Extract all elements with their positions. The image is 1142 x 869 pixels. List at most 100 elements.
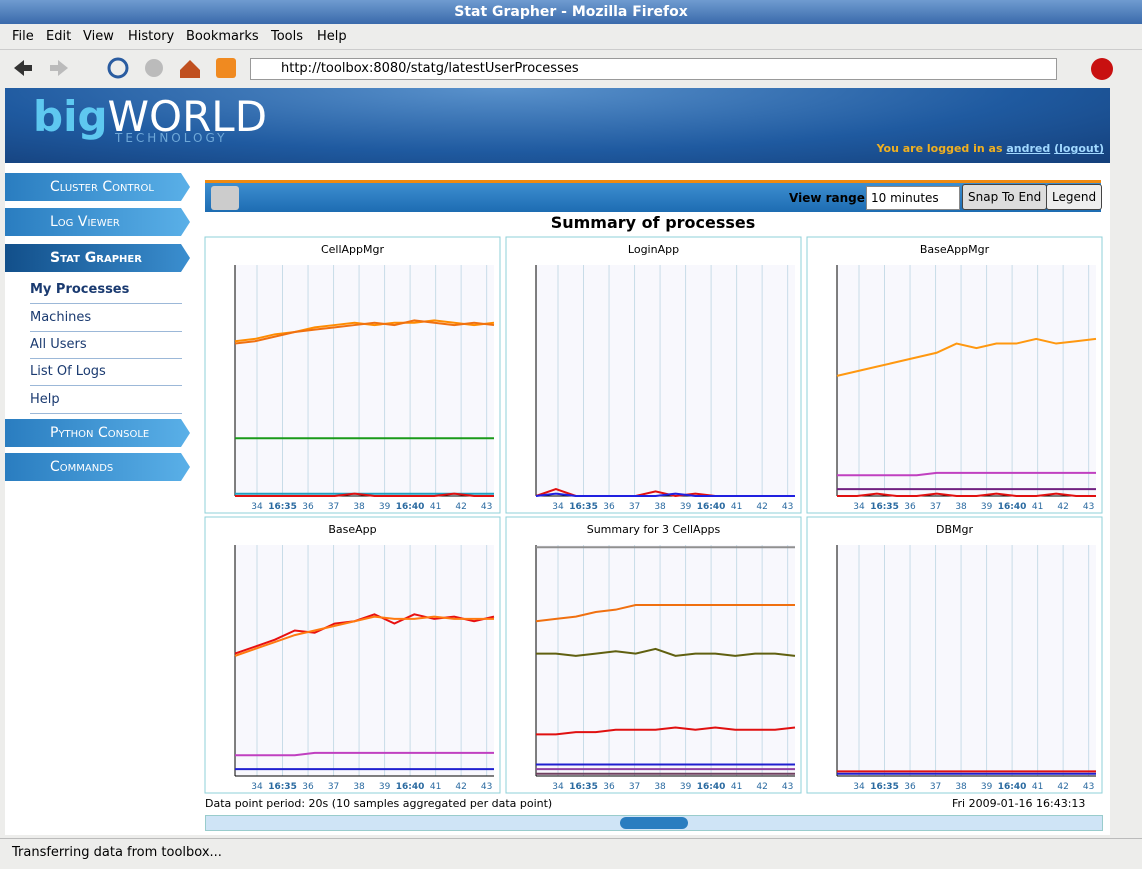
snap-label: Snap To End — [968, 190, 1042, 204]
x-tick-label: 16:40 — [396, 502, 425, 512]
x-tick-label: 34 — [552, 782, 564, 792]
x-tick-label: 43 — [481, 782, 492, 792]
x-tick-label: 34 — [251, 782, 263, 792]
x-tick-label: 37 — [328, 782, 339, 792]
up-button[interactable] — [211, 186, 239, 210]
back-icon[interactable] — [14, 60, 32, 76]
series-line — [234, 615, 494, 657]
login-info: You are logged in as andred (logout) — [877, 142, 1104, 155]
x-tick-label: 39 — [981, 782, 993, 792]
nav-section[interactable]: Python Console — [5, 419, 190, 447]
banner: bigWORLD TECHNOLOGY You are logged in as… — [5, 88, 1110, 163]
adblock-icon[interactable] — [1090, 57, 1114, 81]
time-scrollbar[interactable] — [205, 815, 1103, 831]
x-tick-label: 38 — [353, 502, 365, 512]
x-tick-label: 39 — [680, 782, 692, 792]
legend-button[interactable]: Legend — [1046, 184, 1103, 210]
x-tick-label: 34 — [853, 502, 865, 512]
x-tick-label: 43 — [1083, 502, 1094, 512]
nav-section[interactable]: Stat Grapher — [5, 244, 190, 272]
menu-item[interactable]: History — [128, 29, 175, 44]
rss-icon[interactable] — [216, 58, 236, 78]
nav-section[interactable]: Commands — [5, 453, 190, 481]
x-tick-label: 16:40 — [697, 782, 726, 792]
x-tick-label: 34 — [251, 502, 263, 512]
x-tick-label: 16:40 — [998, 782, 1027, 792]
menu-item[interactable]: Bookmarks — [186, 29, 259, 44]
home-icon[interactable] — [180, 60, 200, 78]
reload-icon[interactable] — [107, 57, 129, 79]
series-line — [234, 613, 495, 655]
menu-item[interactable]: View — [83, 29, 114, 44]
plot-area — [536, 545, 795, 776]
x-tick-label: 16:35 — [268, 782, 297, 792]
series-line — [535, 604, 795, 623]
forward-icon[interactable] — [50, 60, 68, 76]
x-tick-label: 37 — [629, 782, 640, 792]
x-tick-label: 42 — [455, 782, 466, 792]
plot-area — [837, 265, 1096, 496]
view-range-value: 10 minutes — [871, 191, 939, 205]
nav-icons — [14, 57, 236, 79]
logo-big: big — [33, 92, 108, 141]
x-tick-label: 36 — [302, 782, 314, 792]
graph-title: BaseApp — [328, 523, 376, 536]
x-tick-label: 16:40 — [697, 502, 726, 512]
stop-icon[interactable] — [145, 59, 163, 77]
x-tick-label: 42 — [455, 502, 466, 512]
x-tick-label: 38 — [353, 782, 365, 792]
x-tick-label: 38 — [654, 502, 666, 512]
series-line — [536, 647, 796, 657]
x-tick-label: 41 — [731, 782, 742, 792]
address-bar[interactable]: http://toolbox:8080/statg/latestUserProc… — [250, 58, 1057, 80]
nav-link[interactable]: Help — [30, 390, 182, 414]
x-tick-label: 39 — [981, 502, 993, 512]
menu-item[interactable]: Help — [317, 29, 347, 44]
x-tick-label: 37 — [629, 502, 640, 512]
view-range-select[interactable]: 10 minutes — [866, 186, 960, 210]
x-tick-label: 42 — [756, 782, 767, 792]
plot-area — [837, 545, 1096, 776]
nav-link[interactable]: All Users — [30, 335, 182, 359]
title-bar: Stat Grapher - Mozilla Firefox — [0, 0, 1142, 24]
x-tick-label: 16:35 — [870, 502, 899, 512]
user-link[interactable]: andred — [1006, 142, 1051, 155]
logout-link[interactable]: (logout) — [1054, 142, 1104, 155]
graph-title: BaseAppMgr — [920, 243, 990, 256]
logo-world: WORLD — [107, 92, 268, 141]
x-tick-label: 36 — [603, 502, 615, 512]
nav-link[interactable]: My Processes — [30, 280, 182, 304]
x-tick-label: 42 — [1057, 782, 1068, 792]
snap-button[interactable]: Snap To End — [962, 184, 1048, 210]
graph-title: CellAppMgr — [321, 243, 385, 256]
x-tick-label: 37 — [930, 502, 941, 512]
x-tick-label: 43 — [1083, 782, 1094, 792]
menu-item[interactable]: File — [12, 29, 34, 44]
x-tick-label: 16:35 — [569, 502, 598, 512]
x-tick-label: 43 — [782, 782, 793, 792]
x-tick-label: 37 — [930, 782, 941, 792]
x-tick-label: 34 — [552, 502, 564, 512]
x-tick-label: 38 — [955, 502, 967, 512]
x-tick-label: 16:40 — [998, 502, 1027, 512]
x-tick-label: 36 — [904, 782, 916, 792]
x-tick-label: 41 — [430, 502, 441, 512]
scroll-thumb[interactable] — [620, 817, 688, 829]
x-tick-label: 36 — [603, 782, 615, 792]
menu-bar: File Edit View History Bookmarks Tools Help — [0, 24, 1142, 48]
status-text: Transferring data from toolbox... — [12, 845, 222, 860]
x-tick-label: 16:35 — [268, 502, 297, 512]
menu-item[interactable]: Edit — [46, 29, 72, 44]
login-prefix: You are logged in as — [876, 142, 1003, 155]
graph-grid: CellAppMgr 34 16:35 36 37 38 39 16:40 41 42 43 Logi… — [204, 236, 1103, 794]
nav-section[interactable]: Cluster Control — [5, 173, 190, 201]
nav-section[interactable]: Log Viewer — [5, 208, 190, 236]
nav-link[interactable]: Machines — [30, 308, 182, 332]
x-tick-label: 42 — [1057, 502, 1068, 512]
x-tick-label: 41 — [731, 502, 742, 512]
nav-link[interactable]: List Of Logs — [30, 362, 182, 386]
x-tick-label: 41 — [1032, 782, 1043, 792]
menu-item[interactable]: Tools — [271, 29, 304, 44]
x-tick-label: 36 — [904, 502, 916, 512]
